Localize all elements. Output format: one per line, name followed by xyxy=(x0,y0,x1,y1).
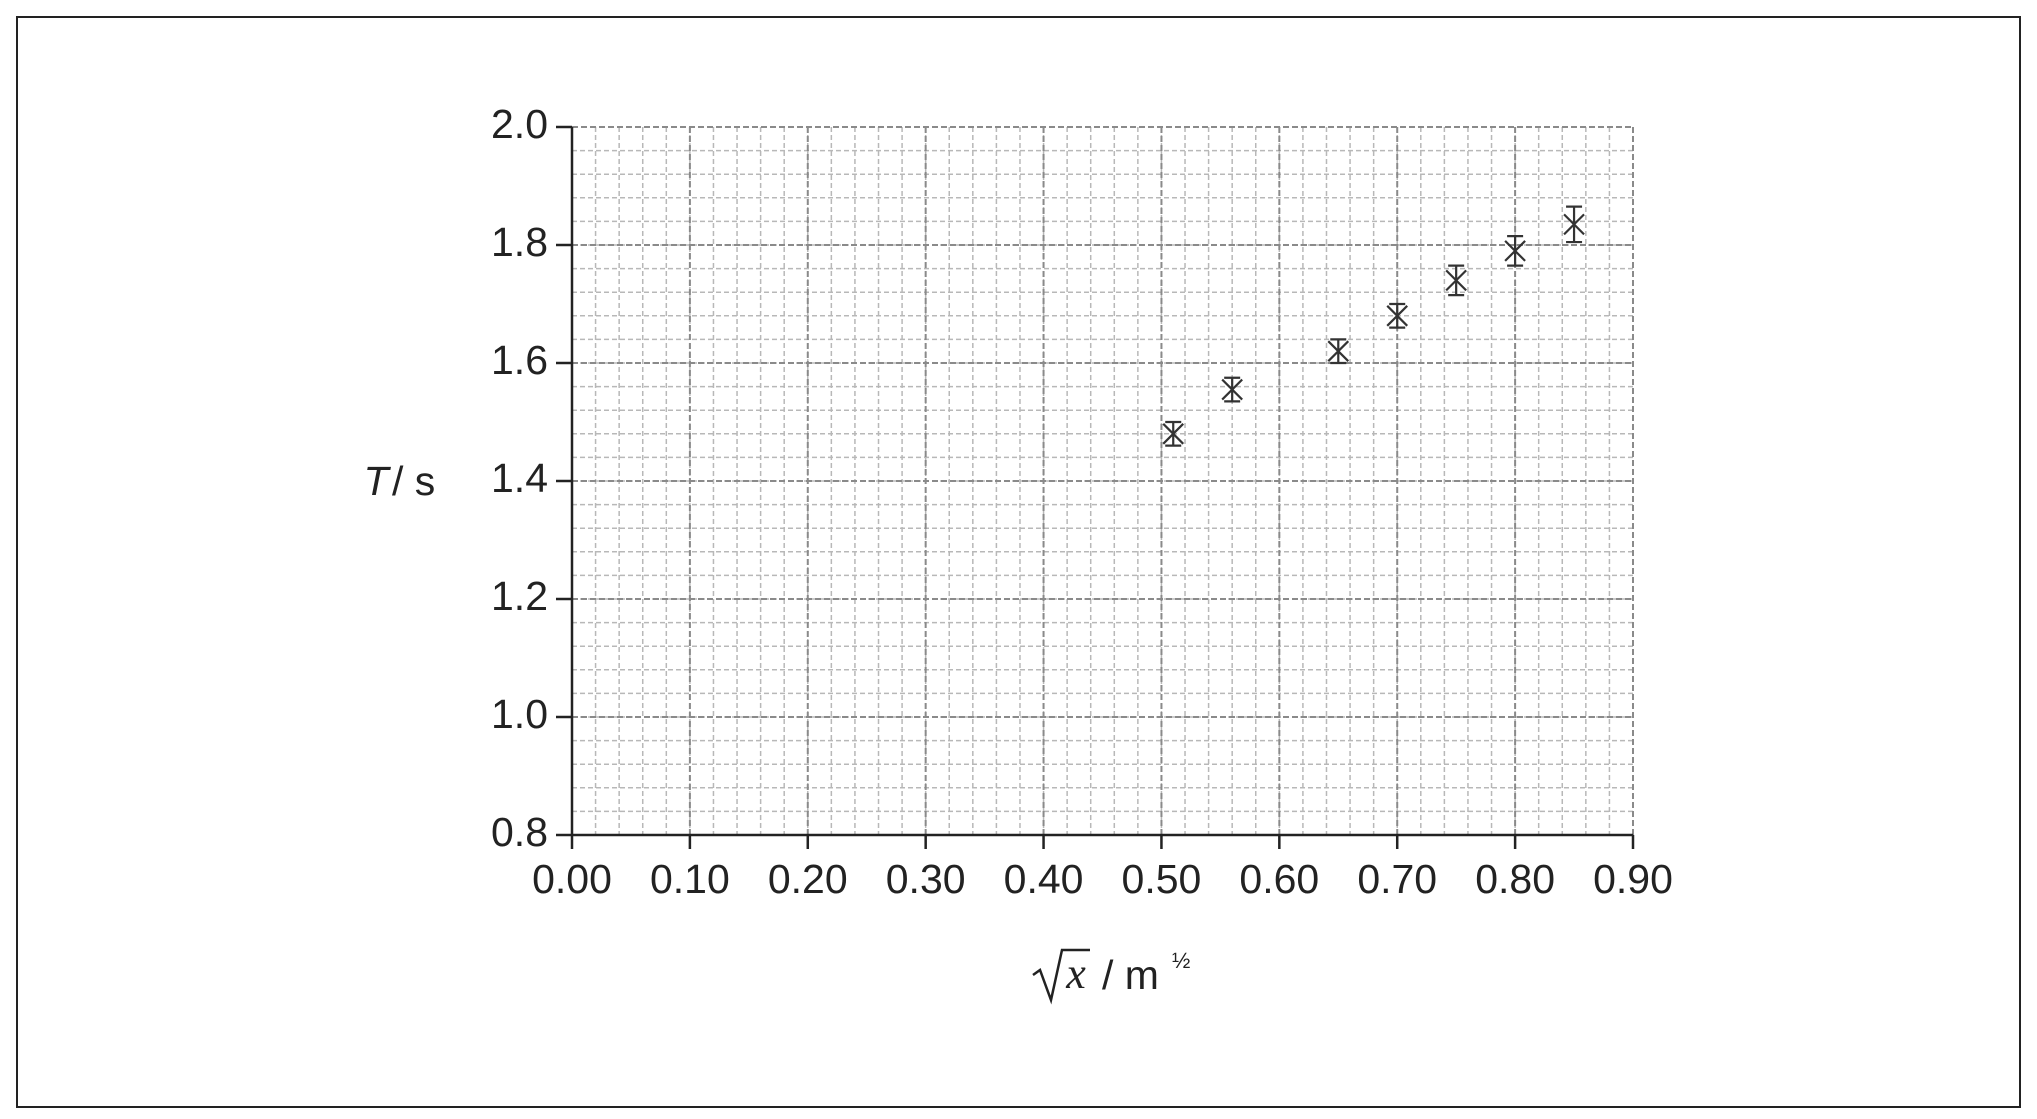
error-bar xyxy=(1330,338,1347,365)
x-tick-label: 0.00 xyxy=(532,856,612,902)
error-bar xyxy=(1507,235,1524,267)
frame xyxy=(16,16,2021,1108)
y-tick-label: 1.6 xyxy=(491,337,548,383)
y-tick-label: 1.4 xyxy=(491,455,548,501)
radical-sign xyxy=(1032,948,1090,1005)
error-bar xyxy=(1224,376,1241,403)
x-tick-label: 0.60 xyxy=(1239,856,1319,902)
y-tick-label: 1.8 xyxy=(491,219,548,265)
x-label-exponent: ½ xyxy=(1172,948,1190,973)
x-tick-label: 0.10 xyxy=(650,856,730,902)
y-label-symbol: T xyxy=(363,458,391,504)
x-label-unit: / m xyxy=(1102,952,1159,998)
x-tick-label: 0.90 xyxy=(1593,856,1673,902)
x-tick-label: 0.70 xyxy=(1357,856,1437,902)
y-tick-label: 1.2 xyxy=(491,573,548,619)
x-tick-label: 0.20 xyxy=(768,856,848,902)
error-bar xyxy=(1566,205,1583,244)
error-bar xyxy=(1165,420,1182,447)
y-label-unit: / s xyxy=(392,458,435,504)
y-tick-label: 0.8 xyxy=(491,809,548,855)
error-bar xyxy=(1448,264,1465,297)
x-tick-label: 0.30 xyxy=(886,856,966,902)
x-tick-label: 0.80 xyxy=(1475,856,1555,902)
x-tick-label: 0.40 xyxy=(1004,856,1084,902)
x-label-symbol: x xyxy=(1065,949,1086,998)
y-tick-label: 2.0 xyxy=(491,101,548,147)
error-bar xyxy=(1389,302,1406,329)
grid xyxy=(571,126,1634,836)
y-tick-label: 1.0 xyxy=(491,691,548,737)
x-tick-label: 0.50 xyxy=(1122,856,1202,902)
